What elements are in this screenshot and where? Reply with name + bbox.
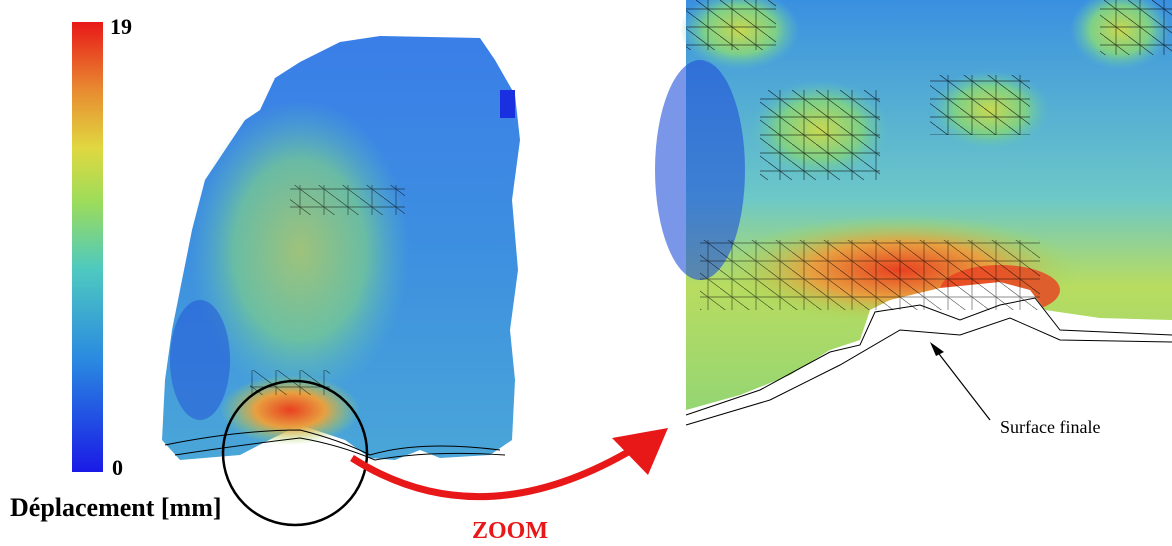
colorbar-title: Déplacement [mm] [10, 493, 222, 522]
colorbar [72, 22, 103, 472]
zoom-arrow [350, 444, 637, 501]
annotation-label: Surface finale [1000, 417, 1100, 437]
zoom-arrowhead [612, 428, 668, 475]
colorbar-max-label: 19 [110, 14, 132, 39]
colorbar-min-label: 0 [112, 455, 123, 480]
zoom-panel [655, 0, 1172, 440]
annotation-arrow [935, 349, 991, 421]
zoom-circle [221, 379, 369, 527]
deformed-object [162, 36, 520, 461]
annotation-arrowhead [930, 342, 944, 356]
zoom-label: ZOOM [472, 518, 548, 544]
